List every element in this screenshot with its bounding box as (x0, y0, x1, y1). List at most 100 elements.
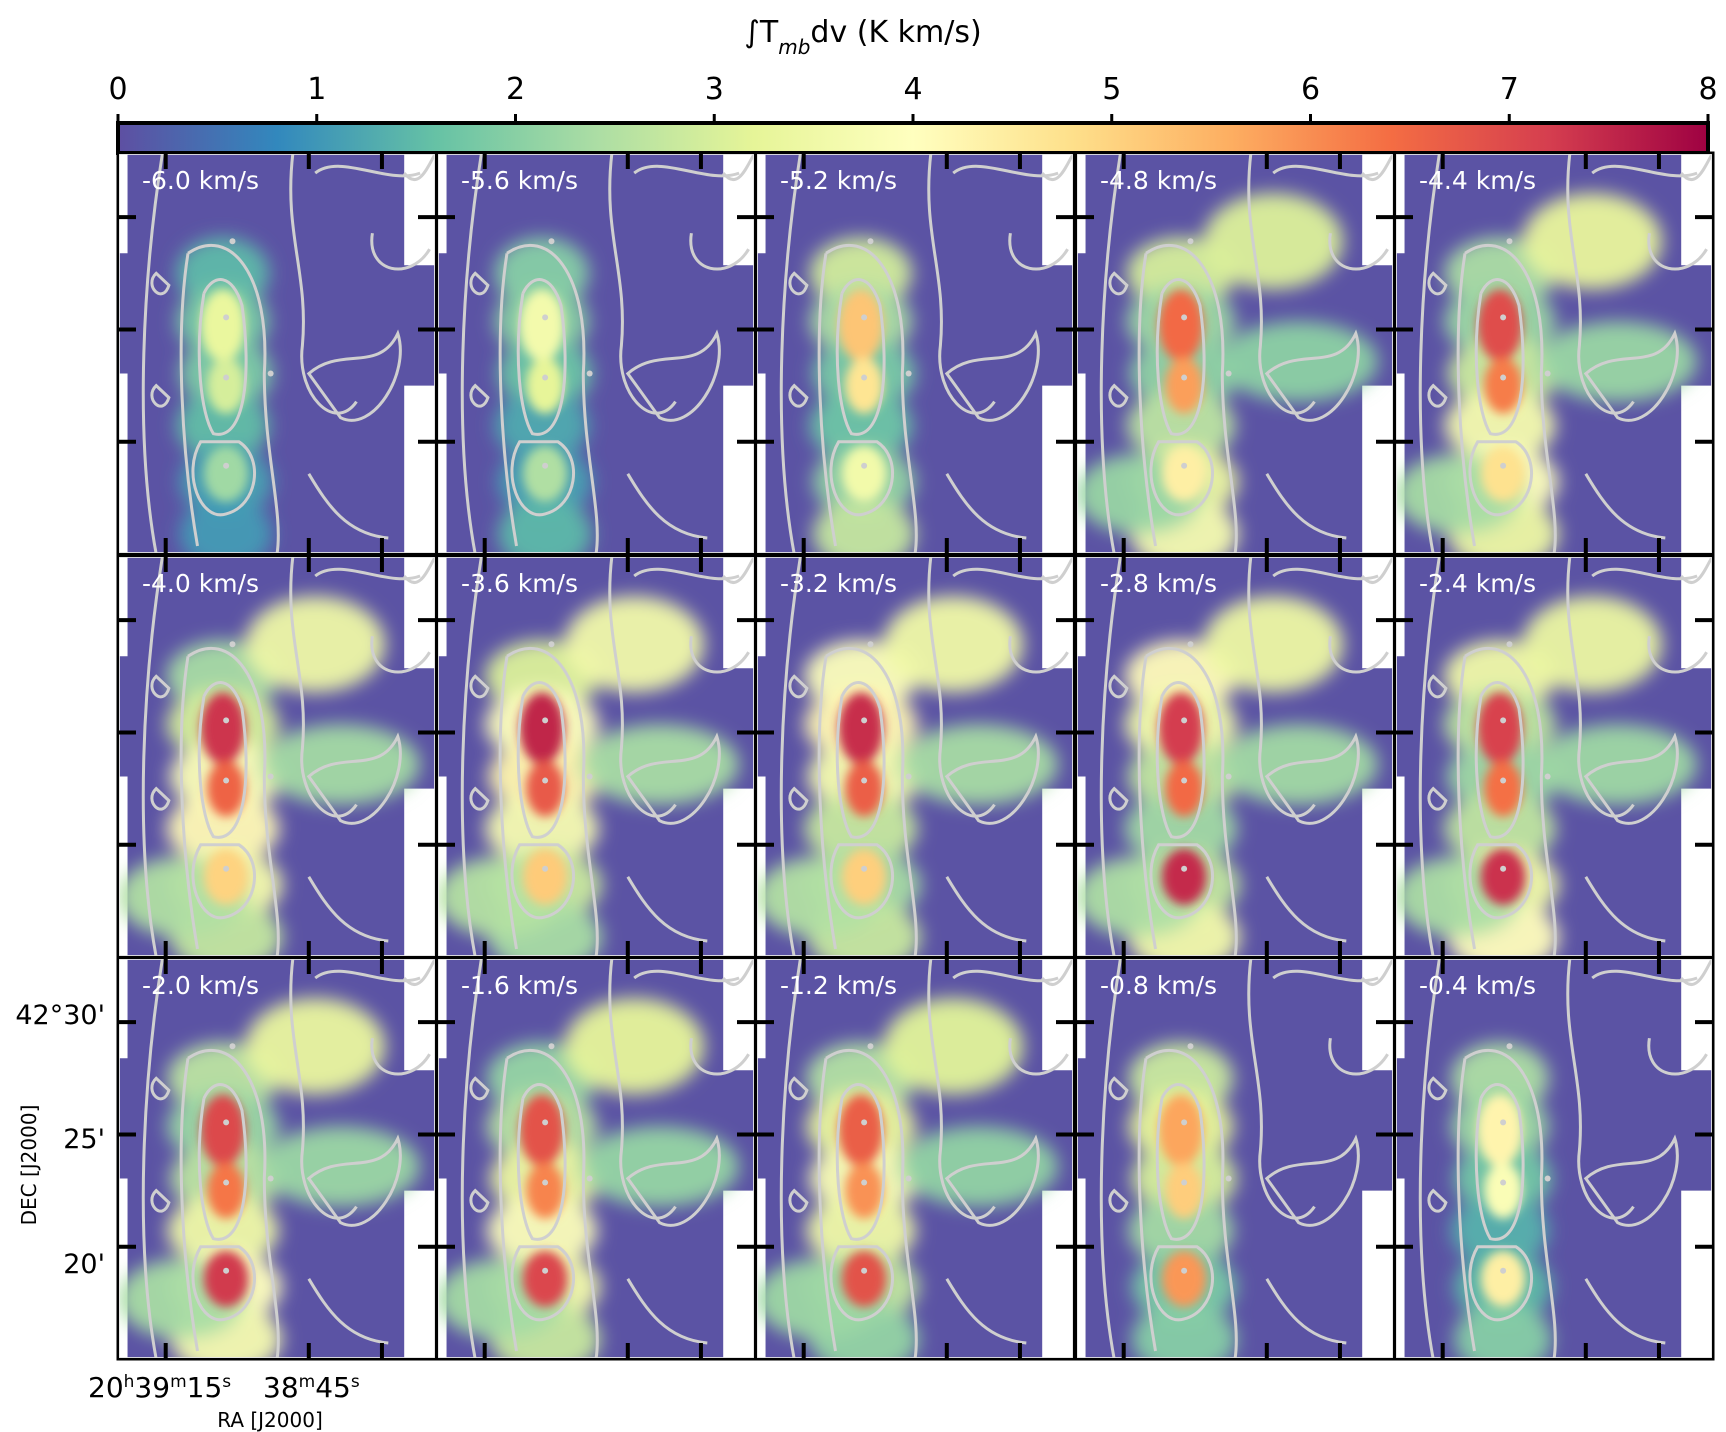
contour-line (1264, 329, 1360, 422)
contour-line (944, 329, 1040, 422)
emission-core (1480, 848, 1526, 905)
contour-set (1099, 153, 1394, 554)
map-background (1395, 958, 1713, 1359)
emission-blob (812, 497, 916, 554)
contour-line (1265, 473, 1347, 540)
emission-blob (564, 998, 705, 1095)
map-background (756, 153, 1074, 554)
contour-line (1264, 732, 1360, 825)
contour-line (788, 674, 809, 699)
emission-core (1161, 1250, 1207, 1307)
emission-blob (580, 1126, 740, 1207)
contour-line (179, 1048, 280, 1359)
contour-line (1474, 278, 1525, 436)
emission-core (1477, 1094, 1523, 1167)
contour-line (1427, 786, 1448, 811)
colorbar-tick-label: 3 (705, 72, 724, 107)
emission-core (841, 445, 887, 502)
emission-blob (245, 998, 386, 1095)
contour-dot (1544, 370, 1551, 377)
emission-core (845, 357, 884, 414)
emission-core (1480, 445, 1526, 502)
contour-dot (542, 1179, 549, 1186)
contour-line (1456, 646, 1557, 957)
contour-line (835, 278, 886, 436)
contour-dot (861, 865, 868, 872)
emission-blob (1443, 792, 1556, 865)
contour-line (633, 567, 740, 581)
contour-line (1008, 232, 1069, 271)
panel-grid: -6.0 km/s -5.6 km/s -5.2 km/s -4.8 km/s -4.4… (116, 151, 1715, 1361)
emission-blob (1522, 596, 1663, 693)
contour-line (307, 1278, 389, 1345)
contour-dot (861, 1119, 868, 1126)
contour-line (1427, 1188, 1448, 1213)
velocity-label: -2.4 km/s (1419, 569, 1536, 598)
contour-line (1328, 1037, 1389, 1076)
contour-dot (861, 462, 868, 469)
contour-line (625, 1134, 721, 1227)
emission-core (203, 1250, 249, 1307)
emission-blob (1538, 724, 1698, 805)
contour-line (498, 646, 599, 957)
contour-dot (867, 1043, 874, 1050)
contour-line (788, 1188, 809, 1213)
colorbar-tick-label: 8 (1698, 72, 1717, 107)
map-background (437, 153, 755, 554)
contour-set (460, 958, 755, 1359)
contour-line (927, 556, 996, 818)
contour-line (952, 164, 1059, 178)
contour-dot (1544, 773, 1551, 780)
contour-dot (542, 1119, 549, 1126)
contour-line (1583, 732, 1679, 825)
contour-line (1584, 876, 1666, 943)
x-tick-label-left: 20h39m15s (88, 1371, 231, 1404)
contour-set (1099, 556, 1394, 957)
contour-line (1427, 383, 1448, 408)
contour-line (779, 556, 802, 957)
contour-line (150, 786, 171, 811)
contour-line (625, 329, 721, 422)
emission-blob (804, 792, 918, 865)
emission-core (1161, 445, 1207, 502)
contour-line (191, 440, 256, 517)
contour-line (1137, 646, 1238, 957)
contour-line (141, 556, 164, 957)
emission-blob (564, 596, 705, 693)
colorbar-tick-label: 4 (903, 72, 922, 107)
colorbar-tick-label: 6 (1301, 72, 1320, 107)
contour-line (817, 1048, 918, 1359)
contour-line (1137, 1048, 1238, 1359)
contour-line (1474, 1083, 1525, 1241)
contour-dot (229, 641, 236, 648)
contour-line (1108, 271, 1129, 296)
contour-dot (267, 773, 274, 780)
channel-panel: -1.6 km/s (435, 956, 757, 1361)
contour-dot (1181, 1119, 1188, 1126)
contour-dot (867, 641, 874, 648)
emission-blob (1219, 724, 1379, 805)
contour-set (779, 153, 1074, 554)
colorbar-tick-label: 7 (1500, 72, 1519, 107)
velocity-label: -3.2 km/s (780, 569, 897, 598)
contour-line (945, 473, 1027, 540)
channel-panel: -3.2 km/s (754, 554, 1076, 959)
velocity-label: -5.6 km/s (461, 166, 578, 195)
contour-line (1328, 635, 1389, 674)
contour-line (197, 681, 248, 839)
contour-line (1247, 556, 1316, 818)
contour-line (1468, 440, 1533, 517)
emission-blob (883, 998, 1024, 1095)
contour-line (835, 681, 886, 839)
contour-dot (1506, 238, 1513, 245)
contour-dot (905, 773, 912, 780)
contour-dot (1500, 777, 1507, 784)
contour-line (1155, 681, 1206, 839)
emission-core (519, 1094, 565, 1167)
emission-core (526, 1162, 565, 1219)
emission-blob (484, 792, 599, 865)
contour-line (689, 1037, 750, 1076)
emission-blob (883, 596, 1024, 693)
contour-dot (861, 1267, 868, 1274)
contour-line (689, 635, 750, 674)
